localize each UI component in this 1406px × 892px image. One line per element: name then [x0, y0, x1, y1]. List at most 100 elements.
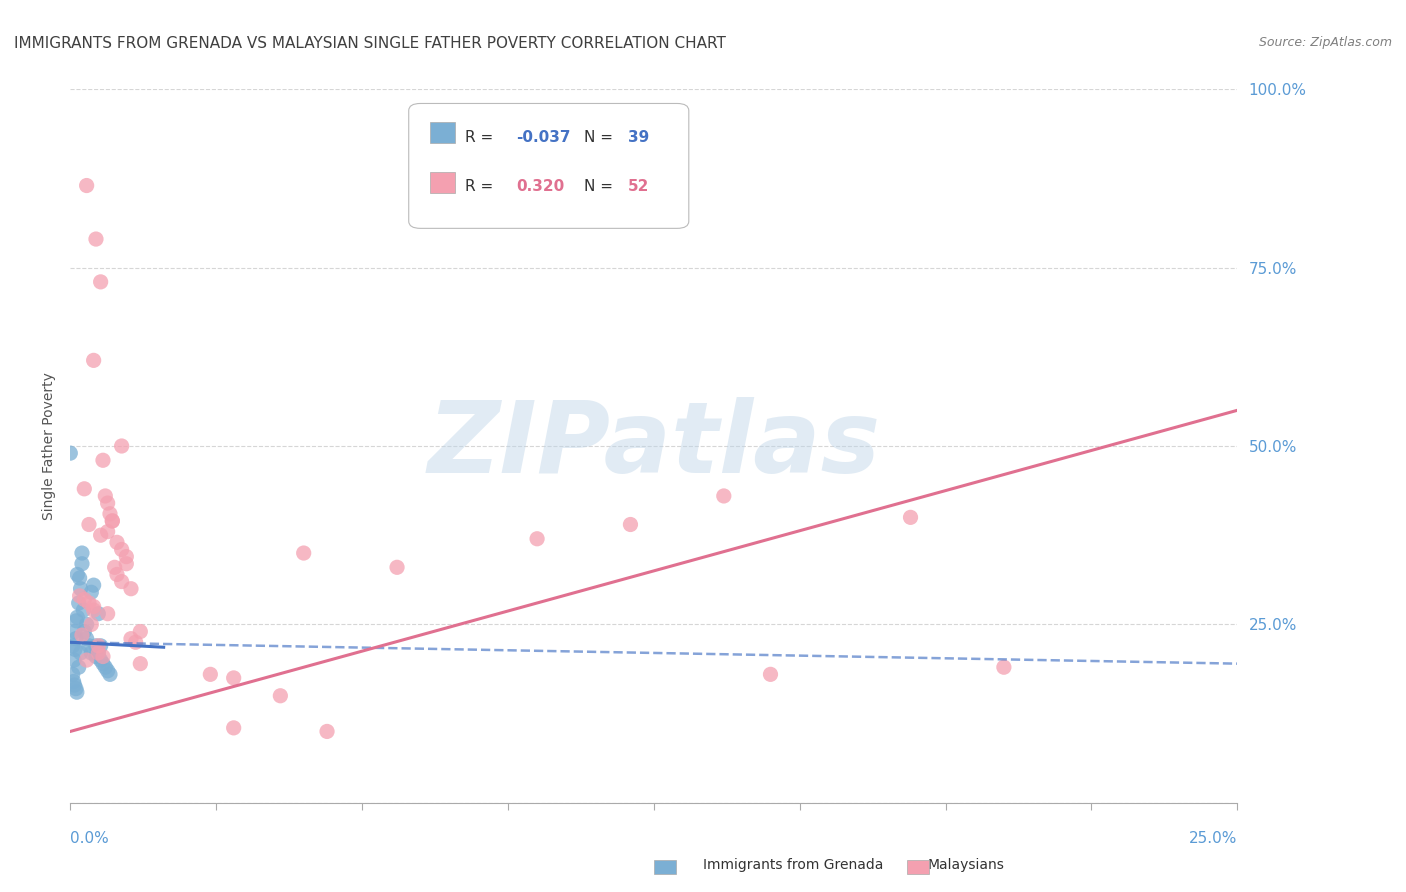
Point — [70, 557, 93, 571]
Point — [77, 596, 100, 610]
Point — [83, 353, 105, 368]
Point — [66, 567, 89, 582]
Point — [200, 667, 222, 681]
Point — [69, 589, 91, 603]
Point — [124, 635, 146, 649]
Text: 25.0%: 25.0% — [1189, 831, 1237, 847]
Point — [73, 624, 96, 639]
Point — [62, 667, 84, 681]
Point — [91, 453, 114, 467]
Text: Immigrants from Grenada: Immigrants from Grenada — [703, 858, 883, 872]
Point — [101, 514, 124, 528]
Point — [90, 653, 112, 667]
Point — [105, 567, 128, 582]
Point — [90, 639, 112, 653]
Point — [77, 639, 100, 653]
Text: 0.0%: 0.0% — [70, 831, 110, 847]
Point — [69, 571, 91, 585]
Point — [97, 524, 120, 539]
Point — [115, 557, 138, 571]
Point — [70, 546, 93, 560]
Text: -0.037: -0.037 — [516, 129, 571, 145]
Point — [90, 528, 112, 542]
Point — [94, 489, 117, 503]
Point — [76, 178, 98, 193]
Point — [80, 646, 103, 660]
Point — [97, 664, 120, 678]
Point — [269, 689, 291, 703]
Point — [526, 532, 548, 546]
Text: N =: N = — [583, 179, 617, 194]
Point — [76, 653, 98, 667]
Point — [66, 685, 89, 699]
Point — [222, 721, 245, 735]
Text: 0.320: 0.320 — [516, 179, 564, 194]
Point — [65, 614, 87, 628]
Point — [83, 599, 105, 614]
Point — [91, 649, 114, 664]
Point — [66, 610, 89, 624]
Text: N =: N = — [583, 129, 617, 145]
Point — [69, 582, 91, 596]
Point — [72, 603, 94, 617]
Point — [65, 632, 87, 646]
Point — [111, 574, 134, 589]
Text: R =: R = — [465, 179, 503, 194]
Text: Malaysians: Malaysians — [928, 858, 1005, 872]
Point — [111, 542, 134, 557]
Point — [83, 578, 105, 592]
Point — [105, 535, 128, 549]
Point — [222, 671, 245, 685]
Point — [900, 510, 922, 524]
Point — [83, 603, 105, 617]
Point — [94, 660, 117, 674]
Point — [97, 496, 120, 510]
Point — [73, 592, 96, 607]
Point — [69, 646, 91, 660]
Point — [759, 667, 782, 681]
Text: 39: 39 — [628, 129, 650, 145]
Point — [91, 657, 114, 671]
Y-axis label: Single Father Poverty: Single Father Poverty — [42, 372, 56, 520]
Point — [111, 439, 134, 453]
Point — [70, 628, 93, 642]
Point — [98, 667, 121, 681]
Point — [67, 596, 90, 610]
Point — [77, 517, 100, 532]
Point — [87, 639, 110, 653]
Point — [385, 560, 408, 574]
Point — [63, 678, 86, 692]
Point — [63, 624, 86, 639]
Point — [67, 660, 90, 674]
Point — [98, 507, 121, 521]
Point — [80, 585, 103, 599]
Point — [619, 517, 641, 532]
Point — [87, 607, 110, 621]
FancyBboxPatch shape — [409, 103, 689, 228]
Point — [316, 724, 339, 739]
Point — [101, 514, 124, 528]
Point — [292, 546, 315, 560]
Point — [993, 660, 1015, 674]
Point — [59, 446, 82, 460]
Point — [129, 657, 152, 671]
Point — [104, 560, 127, 574]
Point — [84, 649, 107, 664]
Text: R =: R = — [465, 129, 498, 145]
Point — [129, 624, 152, 639]
Point — [73, 482, 96, 496]
Point — [120, 632, 142, 646]
Point — [84, 232, 107, 246]
Point — [76, 617, 98, 632]
Point — [65, 681, 87, 696]
Point — [62, 674, 84, 689]
Point — [90, 275, 112, 289]
Text: 52: 52 — [628, 179, 650, 194]
Point — [84, 639, 107, 653]
Text: Source: ZipAtlas.com: Source: ZipAtlas.com — [1258, 36, 1392, 49]
Point — [120, 582, 142, 596]
Point — [80, 617, 103, 632]
Point — [63, 653, 86, 667]
FancyBboxPatch shape — [430, 122, 456, 143]
Point — [76, 632, 98, 646]
